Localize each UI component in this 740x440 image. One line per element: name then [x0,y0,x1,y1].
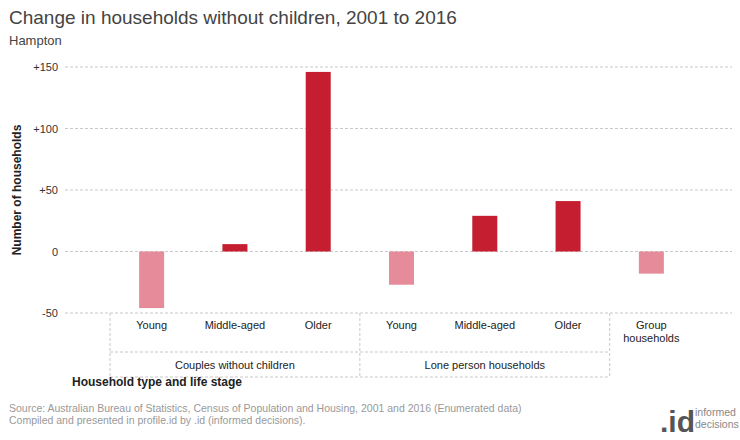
subtitle: Hampton [9,33,62,48]
bars [139,72,664,308]
bar [389,252,414,285]
grid-line [65,313,732,314]
group-divider [609,313,610,377]
bar [139,252,164,309]
category-label: Older [305,319,332,331]
group-divider [110,313,111,377]
category-label: Middle-aged [205,319,266,331]
bar [222,244,247,251]
y-axis-label: Number of households [10,124,24,255]
chart: Change in households without children, 2… [0,0,740,440]
group-label: Lone person households [425,359,546,371]
tick-label: -50 [42,307,58,319]
tick-label: +150 [33,61,58,73]
source: Source: Australian Bureau of Statistics,… [9,402,522,414]
tick-label: +50 [39,184,58,196]
grid-line [65,67,732,68]
category-label: Young [386,319,417,331]
category-label: Older [555,319,582,331]
group-box [110,352,360,353]
category-label: Grouphouseholds [623,319,680,344]
group-box [360,352,610,353]
x-axis-label: Household type and life stage [72,375,242,389]
group-label: Couples without children [175,359,295,371]
grid-line [65,128,732,129]
category-label: Middle-aged [455,319,516,331]
group-divider [359,313,360,377]
title: Change in households without children, 2… [9,7,457,28]
group-box [360,377,610,378]
bar [306,72,331,252]
logo: .id [660,405,695,438]
bar [556,201,581,251]
bar [639,252,664,274]
source: Compiled and presented in profile.id by … [9,414,306,426]
tick-label: +100 [33,123,58,135]
category-label: Young [136,319,167,331]
tick-label: 0 [52,246,58,258]
bar [472,216,497,252]
logo-text: informeddecisions [695,406,739,430]
grid-line [65,190,732,191]
